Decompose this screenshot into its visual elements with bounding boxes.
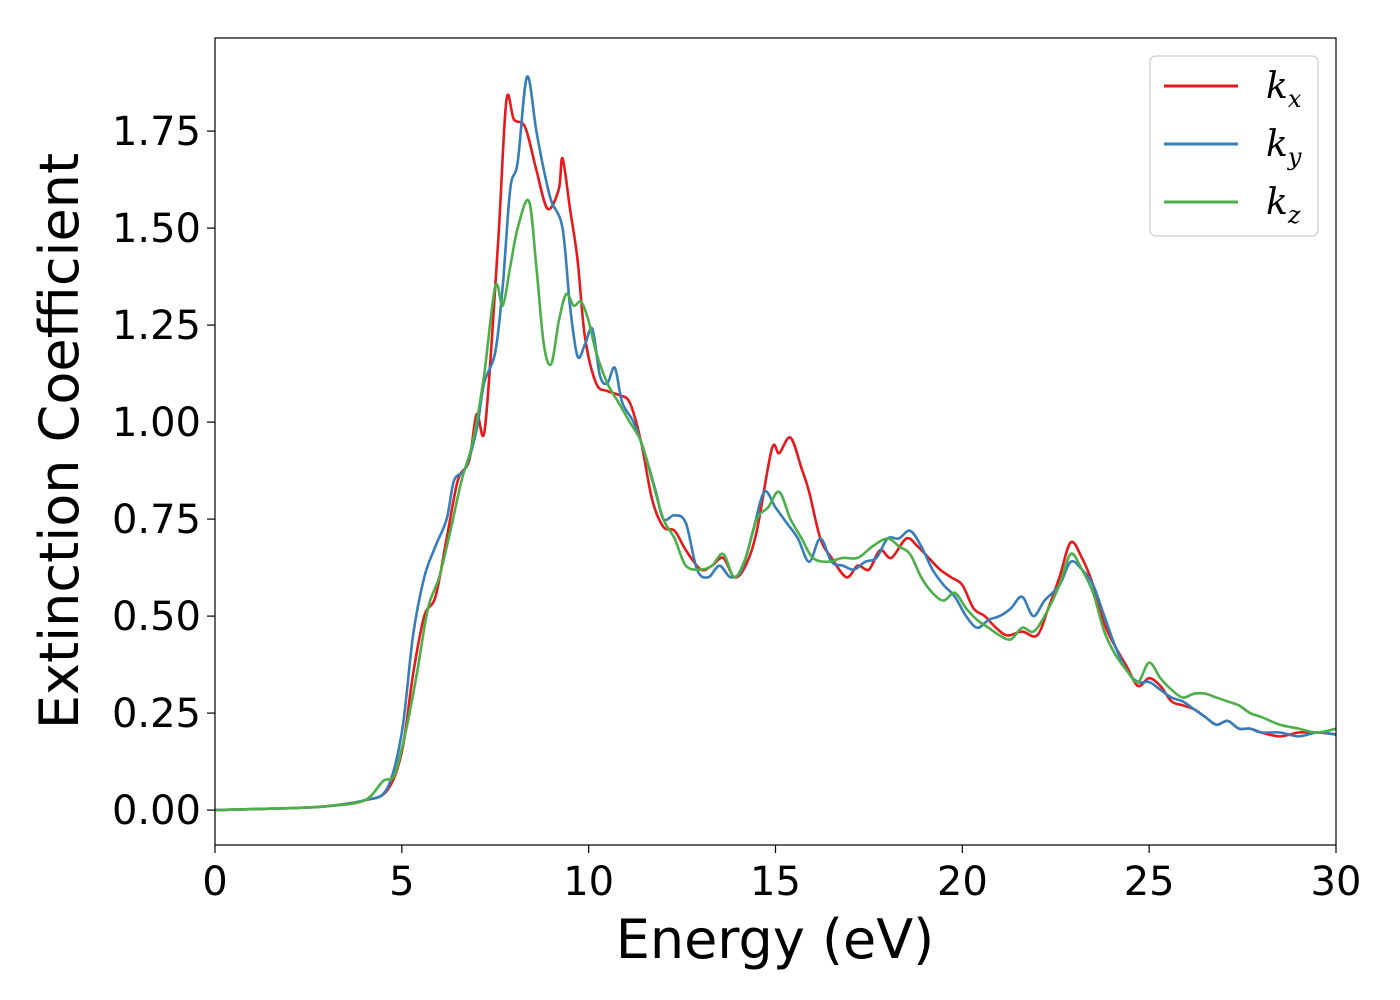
y-axis: 0.00 0.25 0.50 0.75 1.00 1.25 1.50 1.75 xyxy=(112,109,215,834)
x-tick-label: 0 xyxy=(202,859,227,905)
series-line-kx xyxy=(214,93,1337,812)
x-tick-label: 20 xyxy=(937,859,988,905)
x-tick-label: 10 xyxy=(563,859,614,905)
y-tick-label: 0.25 xyxy=(112,691,201,737)
y-tick-label: 1.25 xyxy=(112,303,201,349)
x-tick-label: 5 xyxy=(389,859,414,905)
y-tick-label: 1.50 xyxy=(112,206,201,252)
y-tick-label: 1.75 xyxy=(112,109,201,155)
x-tick-label: 15 xyxy=(750,859,801,905)
y-tick-label: 0.75 xyxy=(112,497,201,543)
y-tick-label: 0.50 xyxy=(112,594,201,640)
x-tick-label: 25 xyxy=(1124,859,1175,905)
x-tick-label: 30 xyxy=(1311,859,1362,905)
legend-box xyxy=(1149,55,1319,237)
y-tick-label: 1.00 xyxy=(112,400,201,446)
y-tick-label: 0.00 xyxy=(112,788,201,834)
x-axis-label: Energy (eV) xyxy=(616,908,935,971)
x-axis: 0 5 10 15 20 25 30 xyxy=(202,845,1361,905)
series-lines xyxy=(214,75,1337,812)
series-line-kz xyxy=(214,198,1337,812)
y-axis-label: Extinction Coefficient xyxy=(28,153,91,729)
